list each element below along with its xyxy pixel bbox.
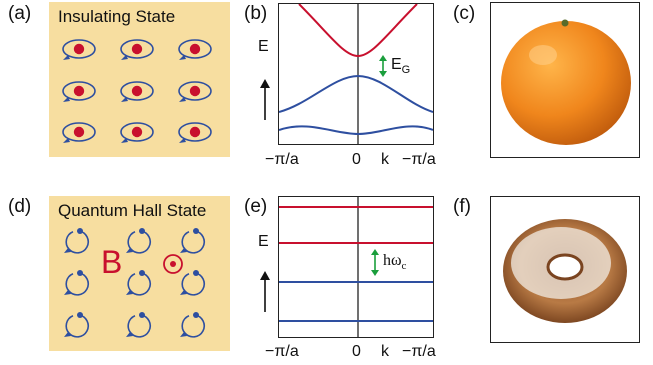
cyclotron-orbit-icon bbox=[63, 269, 90, 296]
panel-e-xtick-zero: 0 bbox=[352, 343, 361, 360]
donut-icon bbox=[503, 219, 627, 323]
panel-b-yaxis-label: E bbox=[258, 38, 269, 55]
magnetic-field-label: B bbox=[101, 244, 123, 280]
cyclotron-orbit-icon bbox=[125, 311, 152, 338]
band-structure-curves bbox=[279, 4, 433, 144]
gap-label-cyclotron: hωc bbox=[383, 252, 407, 273]
panel-e-yaxis-label: E bbox=[258, 233, 269, 250]
panel-e-xtick-k: k bbox=[381, 343, 389, 360]
orange-fruit-icon bbox=[501, 19, 631, 145]
cyclotron-orbit-icon bbox=[179, 269, 206, 296]
panel-b-xtick-zero: 0 bbox=[352, 151, 361, 168]
panel-f-donut-photo bbox=[490, 196, 640, 343]
cyclotron-orbit-icon bbox=[125, 227, 152, 254]
energy-up-arrow-icon bbox=[260, 79, 270, 120]
panel-e-xtick-left: −π/a bbox=[265, 343, 299, 360]
electron-orbit-icon bbox=[178, 39, 212, 61]
valence-band-lower bbox=[279, 125, 433, 136]
electron-orbit-icon bbox=[120, 81, 154, 103]
panel-d-quantum-hall: Quantum Hall State B bbox=[49, 196, 230, 351]
cyclotron-orbits bbox=[63, 227, 206, 338]
panel-d-label: (d) bbox=[8, 196, 32, 217]
panel-f-label: (f) bbox=[453, 196, 471, 217]
cyclotron-orbit-icon bbox=[125, 269, 152, 296]
cyclotron-orbit-icon bbox=[179, 227, 206, 254]
panel-c-label: (c) bbox=[453, 3, 476, 24]
localized-orbits bbox=[62, 39, 212, 144]
panel-d-title: Quantum Hall State bbox=[58, 201, 207, 220]
panel-b-xtick-k: k bbox=[381, 151, 389, 168]
electron-orbit-icon bbox=[178, 122, 212, 144]
panel-a-label: (a) bbox=[8, 3, 32, 24]
panel-e-landau-plot: hωc bbox=[278, 196, 434, 338]
gap-label-eg: EG bbox=[391, 56, 411, 77]
electron-orbit-icon bbox=[178, 81, 212, 103]
cyclotron-orbit-icon bbox=[63, 227, 90, 254]
panel-b-xtick-left: −π/a bbox=[265, 151, 299, 168]
landau-levels bbox=[279, 197, 433, 337]
electron-orbit-icon bbox=[120, 122, 154, 144]
cyclotron-orbit-icon bbox=[63, 311, 90, 338]
field-out-of-page-icon bbox=[163, 254, 183, 274]
panel-c-orange-photo bbox=[490, 2, 640, 158]
conduction-band bbox=[298, 4, 418, 58]
electron-orbit-icon bbox=[62, 39, 96, 61]
panel-a-title: Insulating State bbox=[58, 7, 176, 26]
electron-orbit-icon bbox=[120, 39, 154, 61]
valence-band-upper bbox=[279, 74, 433, 113]
energy-up-arrow-icon bbox=[260, 271, 270, 312]
panel-a-insulating: Insulating State bbox=[49, 2, 230, 157]
panel-e-label: (e) bbox=[244, 196, 268, 217]
panel-b-band-plot: EG bbox=[278, 3, 434, 145]
cyclotron-orbit-icon bbox=[179, 311, 206, 338]
panel-b-label: (b) bbox=[244, 3, 268, 24]
panel-e-xtick-right: −π/a bbox=[402, 343, 436, 360]
electron-orbit-icon bbox=[62, 122, 96, 144]
electron-orbit-icon bbox=[62, 81, 96, 103]
panel-b-xtick-right: −π/a bbox=[402, 151, 436, 168]
